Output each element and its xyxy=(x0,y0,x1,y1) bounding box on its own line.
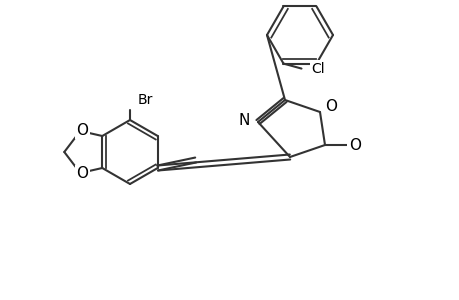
Text: O: O xyxy=(325,98,336,113)
Text: O: O xyxy=(76,167,88,182)
Text: N: N xyxy=(238,112,249,128)
Text: Br: Br xyxy=(138,93,153,107)
Text: O: O xyxy=(348,137,360,152)
Text: Cl: Cl xyxy=(311,61,325,76)
Text: O: O xyxy=(76,122,88,137)
